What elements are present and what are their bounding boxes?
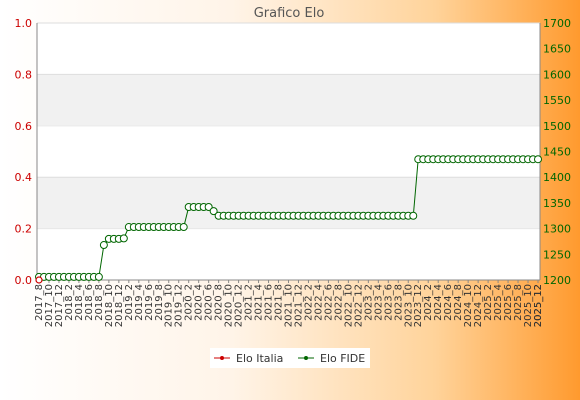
point-elo-fide bbox=[204, 203, 213, 212]
x-tick-label: 2025_8 bbox=[513, 284, 524, 321]
grid-band bbox=[37, 177, 540, 229]
x-tick-label: 2023_4 bbox=[373, 284, 384, 321]
x-tick-label: 2018_12 bbox=[114, 284, 125, 327]
series-layer bbox=[35, 155, 542, 284]
right-tick-label: 1450 bbox=[543, 146, 571, 159]
right-tick-label: 1250 bbox=[543, 248, 571, 261]
x-tick-label: 2017_10 bbox=[44, 284, 55, 327]
point-elo-fide bbox=[94, 272, 103, 281]
legend: Elo Italia Elo FIDE bbox=[210, 348, 370, 368]
right-tick-label: 1350 bbox=[543, 197, 571, 210]
x-tick-label: 2024_2 bbox=[423, 284, 434, 321]
x-tick-label: 2022_12 bbox=[353, 284, 364, 327]
x-tick-label: 2025_12 bbox=[533, 284, 544, 327]
point-elo-fide bbox=[409, 211, 418, 220]
point-elo-fide bbox=[209, 207, 218, 216]
x-tick-label: 2022_4 bbox=[313, 284, 324, 321]
right-axis: 1200 1250 1300 1350 1400 1450 1500 1550 1600 1650… bbox=[543, 17, 571, 287]
right-tick-label: 1500 bbox=[543, 120, 571, 133]
x-tick-label: 2020_10 bbox=[224, 284, 235, 327]
x-tick-label: 2025_4 bbox=[493, 284, 504, 321]
x-tick-label: 2025_6 bbox=[503, 284, 514, 321]
x-tick-label: 2020_12 bbox=[234, 284, 245, 327]
x-tick-label: 2018_4 bbox=[74, 284, 85, 321]
x-tick-label: 2023_8 bbox=[393, 284, 404, 321]
legend-label-elo-italia: Elo Italia bbox=[236, 352, 283, 365]
x-tick-label: 2023_12 bbox=[413, 284, 424, 327]
chart-title: Grafico Elo bbox=[254, 6, 325, 21]
x-tick-label: 2024_6 bbox=[443, 284, 454, 321]
right-tick-label: 1400 bbox=[543, 171, 571, 184]
x-tick-label: 2021_8 bbox=[274, 284, 285, 321]
x-tick-label: 2019_4 bbox=[134, 284, 145, 321]
point-elo-fide bbox=[179, 223, 188, 232]
point-elo-italia bbox=[35, 276, 43, 284]
x-tick-label: 2021_4 bbox=[254, 284, 265, 321]
x-tick-label: 2021_12 bbox=[293, 284, 304, 327]
x-tick-label: 2017_8 bbox=[34, 284, 45, 321]
point-elo-fide bbox=[119, 234, 128, 243]
right-tick-label: 1550 bbox=[543, 94, 571, 107]
x-tick-label: 2019_6 bbox=[144, 284, 155, 321]
point-elo-fide bbox=[99, 241, 108, 250]
left-tick-label: 0.0 bbox=[15, 274, 33, 287]
right-tick-label: 1650 bbox=[543, 43, 571, 56]
x-tick-label: 2021_10 bbox=[284, 284, 295, 327]
x-tick-label: 2024_10 bbox=[463, 284, 474, 327]
legend-item-elo-fide[interactable]: Elo FIDE bbox=[298, 352, 365, 365]
left-tick-label: 1.0 bbox=[15, 17, 33, 30]
x-tick-label: 2018_2 bbox=[64, 284, 75, 321]
x-tick-label: 2019_10 bbox=[164, 284, 175, 327]
legend-marker-elo-fide bbox=[304, 356, 308, 360]
left-tick-label: 0.4 bbox=[15, 171, 33, 184]
x-tick-label-last: 2025_12 bbox=[533, 284, 544, 327]
x-tick-label: 2023_10 bbox=[403, 284, 414, 327]
x-tick-label: 2024_4 bbox=[433, 284, 444, 321]
x-tick-label: 2023_2 bbox=[363, 284, 374, 321]
x-tick-label: 2020_6 bbox=[204, 284, 215, 321]
x-tick-label: 2023_6 bbox=[383, 284, 394, 321]
x-tick-label: 2025_2 bbox=[483, 284, 494, 321]
x-tick-label: 2018_8 bbox=[94, 284, 105, 321]
legend-marker-elo-italia bbox=[220, 356, 224, 360]
right-tick-label: 1700 bbox=[543, 17, 571, 30]
x-tick-label: 2022_8 bbox=[333, 284, 344, 321]
x-axis: 2017_82017_102017_122018_22018_42018_620… bbox=[34, 280, 544, 327]
x-tick-label: 2019_2 bbox=[124, 284, 135, 321]
legend-label-elo-fide: Elo FIDE bbox=[320, 352, 365, 365]
x-tick-label: 2022_10 bbox=[343, 284, 354, 327]
x-tick-label: 2022_2 bbox=[303, 284, 314, 321]
left-tick-label: 0.6 bbox=[15, 120, 33, 133]
x-tick-label: 2018_6 bbox=[84, 284, 95, 321]
x-tick-label: 2020_2 bbox=[184, 284, 195, 321]
point-elo-fide bbox=[534, 155, 542, 164]
left-tick-label: 0.2 bbox=[15, 223, 33, 236]
x-tick-label: 2021_6 bbox=[264, 284, 275, 321]
x-tick-label: 2024_8 bbox=[453, 284, 464, 321]
x-tick-label: 2020_8 bbox=[214, 284, 225, 321]
left-axis: 0.0 0.2 0.4 0.6 0.8 1.0 bbox=[15, 17, 33, 287]
left-tick-label: 0.8 bbox=[15, 68, 33, 81]
legend-box bbox=[210, 348, 370, 368]
x-tick-label: 2018_10 bbox=[104, 284, 115, 327]
x-tick-label: 2021_2 bbox=[244, 284, 255, 321]
x-tick-label: 2024_12 bbox=[473, 284, 484, 327]
x-tick-label: 2019_8 bbox=[154, 284, 165, 321]
x-tick-label: 2025_10 bbox=[523, 284, 534, 327]
right-tick-label: 1600 bbox=[543, 68, 571, 81]
x-tick-label: 2020_4 bbox=[194, 284, 205, 321]
x-tick-label: 2022_6 bbox=[323, 284, 334, 321]
right-tick-label: 1300 bbox=[543, 223, 571, 236]
x-tick-label: 2017_12 bbox=[54, 284, 65, 327]
x-tick-label: 2019_12 bbox=[174, 284, 185, 327]
right-tick-label: 1200 bbox=[543, 274, 571, 287]
grid-band bbox=[37, 74, 540, 126]
legend-item-elo-italia[interactable]: Elo Italia bbox=[214, 352, 283, 365]
